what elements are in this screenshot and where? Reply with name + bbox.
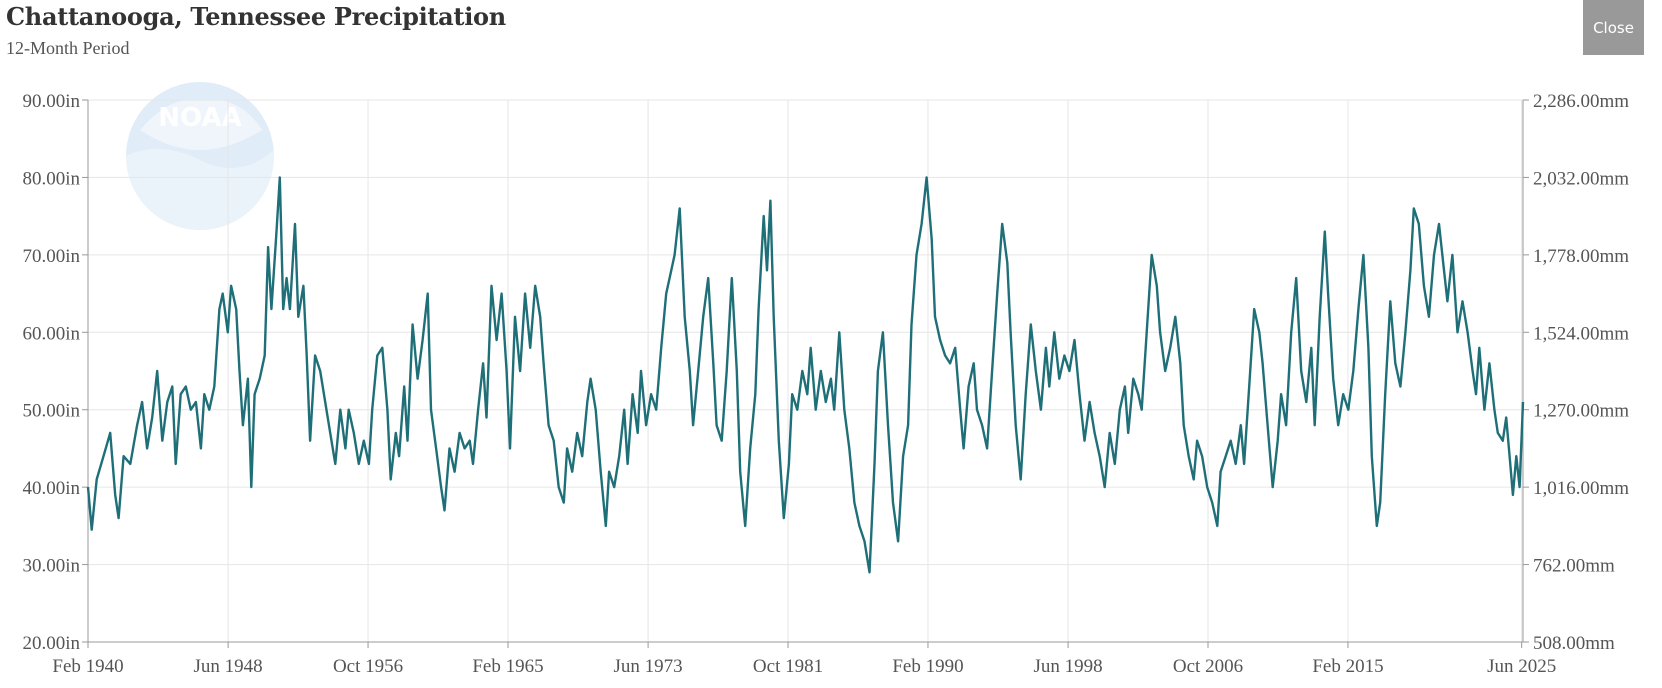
x-tick-label: Jun 1973 [614,656,683,677]
x-tick-label: Jun 1948 [194,656,263,677]
x-tick-label: Feb 1940 [52,656,123,677]
y-tick-label-left: 50.00in [22,401,80,422]
x-tick-label: Feb 1990 [892,656,963,677]
noaa-logo-text: NOAA [158,103,241,133]
y-tick-label-left: 20.00in [22,633,80,654]
x-tick-label: Oct 1981 [753,656,823,677]
y-tick-label-right: 762.00mm [1533,556,1615,577]
close-button[interactable]: Close [1583,0,1644,55]
y-tick-label-right: 2,286.00mm [1533,91,1629,112]
chart-title: Chattanooga, Tennessee Precipitation [6,2,506,31]
y-tick-label-left: 80.00in [22,168,80,189]
y-tick-label-right: 508.00mm [1533,633,1615,654]
y-tick-label-left: 40.00in [22,478,80,499]
y-tick-label-left: 60.00in [22,323,80,344]
x-tick-label: Jun 2025 [1487,656,1556,677]
chart-subtitle: 12-Month Period [6,38,130,58]
y-tick-label-left: 70.00in [22,246,80,267]
y-tick-label-right: 1,778.00mm [1533,246,1629,267]
x-tick-label: Feb 1965 [472,656,543,677]
x-tick-label: Oct 1956 [333,656,403,677]
x-tick-label: Feb 2015 [1312,656,1383,677]
y-tick-label-left: 30.00in [22,556,80,577]
noaa-logo-icon: NOAA [126,82,274,230]
x-tick-label: Oct 2006 [1173,656,1243,677]
y-tick-label-right: 1,270.00mm [1533,401,1629,422]
y-tick-label-right: 2,032.00mm [1533,168,1629,189]
x-tick-label: Jun 1998 [1033,656,1102,677]
y-tick-label-left: 90.00in [22,91,80,112]
y-tick-label-right: 1,016.00mm [1533,478,1629,499]
series-line [86,176,1525,574]
y-tick-label-right: 1,524.00mm [1533,323,1629,344]
